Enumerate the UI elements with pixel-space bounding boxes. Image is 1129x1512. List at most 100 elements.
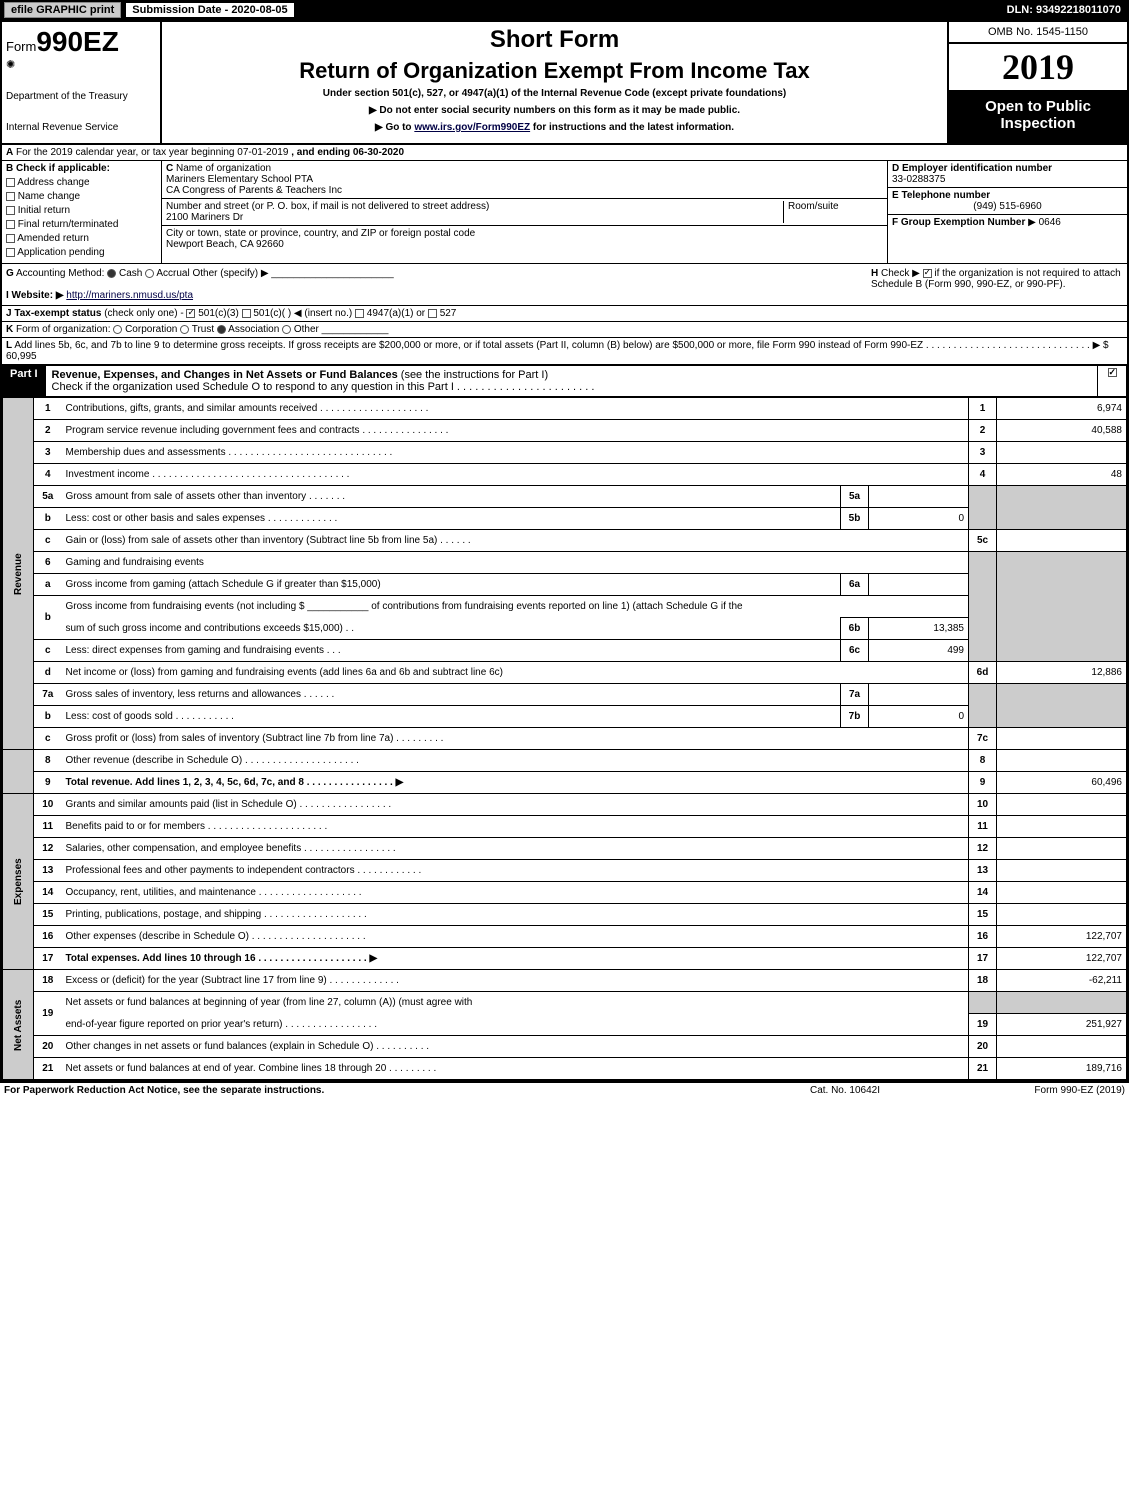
part-1-checkbox[interactable] (1097, 365, 1127, 397)
ln5a-sub: 5a (841, 486, 869, 508)
name-block: B Check if applicable: Address change Na… (2, 161, 1127, 264)
arrow-line-2: Go to www.irs.gov/Form990EZ for instruct… (170, 122, 939, 133)
ln4-num: 4 (34, 464, 62, 486)
radio-cash[interactable] (107, 269, 116, 278)
form-container: Form990EZ ✺ Department of the Treasury I… (0, 20, 1129, 1082)
ln12-val (997, 838, 1127, 860)
grey-7-val (997, 684, 1127, 728)
l-text: Add lines 5b, 6c, and 7b to line 9 to de… (6, 340, 1109, 362)
check-name[interactable]: Name change (6, 191, 157, 202)
ln19-val: 251,927 (997, 1014, 1127, 1036)
arrow-line-1: Do not enter social security numbers on … (170, 105, 939, 116)
ln5a-desc: Gross amount from sale of assets other t… (62, 486, 841, 508)
ln8-val (997, 750, 1127, 772)
ein-value: 33-0288375 (892, 174, 945, 185)
k-text: Form of organization: (16, 324, 111, 335)
check-address[interactable]: Address change (6, 177, 157, 188)
ln14-desc: Occupancy, rent, utilities, and maintena… (62, 882, 969, 904)
ln7b-sub: 7b (841, 706, 869, 728)
ln9-num: 9 (34, 772, 62, 794)
check-501c[interactable] (242, 309, 251, 318)
ln20-desc: Other changes in net assets or fund bala… (62, 1036, 969, 1058)
grey-5ab (969, 486, 997, 530)
efile-print-button[interactable]: efile GRAPHIC print (4, 2, 121, 18)
label-c: C (166, 163, 173, 174)
ln1-desc: Contributions, gifts, grants, and simila… (62, 398, 969, 420)
ln6c-subval: 499 (869, 640, 969, 662)
ln5c-desc: Gain or (loss) from sale of assets other… (62, 530, 969, 552)
corp-label: Corporation (125, 324, 177, 335)
ln6c-desc: Less: direct expenses from gaming and fu… (62, 640, 841, 662)
ln6c-num: c (34, 640, 62, 662)
form-number: Form990EZ (6, 26, 156, 58)
irs-link[interactable]: www.irs.gov/Form990EZ (414, 122, 530, 133)
ln10-col: 10 (969, 794, 997, 816)
label-i: I Website: ▶ (6, 290, 64, 301)
tax-year: 2019 (949, 44, 1127, 92)
trust-label: Trust (192, 324, 214, 335)
check-amended[interactable]: Amended return (6, 233, 157, 244)
radio-accrual[interactable] (145, 269, 154, 278)
check-501c3[interactable] (186, 309, 195, 318)
ln13-val (997, 860, 1127, 882)
side-expenses: Expenses (3, 794, 34, 970)
ln6b-num: b (34, 596, 62, 640)
radio-trust[interactable] (180, 325, 189, 334)
label-h: H (871, 268, 878, 279)
check-final[interactable]: Final return/terminated (6, 219, 157, 230)
ln9-desc: Total revenue. Add lines 1, 2, 3, 4, 5c,… (62, 772, 969, 794)
ln15-num: 15 (34, 904, 62, 926)
ln16-val: 122,707 (997, 926, 1127, 948)
ln18-desc: Excess or (deficit) for the year (Subtra… (62, 970, 969, 992)
ln6d-val: 12,886 (997, 662, 1127, 684)
cash-label: Cash (119, 268, 142, 279)
ln8-col: 8 (969, 750, 997, 772)
org-name-2: CA Congress of Parents & Teachers Inc (166, 185, 342, 196)
return-title: Return of Organization Exempt From Incom… (170, 58, 939, 84)
ln10-num: 10 (34, 794, 62, 816)
row-a-ending: , and ending 06-30-2020 (291, 147, 404, 158)
check-initial[interactable]: Initial return (6, 205, 157, 216)
ln20-col: 20 (969, 1036, 997, 1058)
c-text: Name of organization (176, 163, 271, 174)
ln7c-col: 7c (969, 728, 997, 750)
ln15-desc: Printing, publications, postage, and shi… (62, 904, 969, 926)
org-name-1: Mariners Elementary School PTA (166, 174, 313, 185)
submission-date: Submission Date - 2020-08-05 (125, 2, 294, 18)
ln17-num: 17 (34, 948, 62, 970)
lines-table: Revenue 1 Contributions, gifts, grants, … (2, 397, 1127, 1080)
ln6a-sub: 6a (841, 574, 869, 596)
radio-other[interactable] (282, 325, 291, 334)
check-4947[interactable] (355, 309, 364, 318)
check-527[interactable] (428, 309, 437, 318)
ln9-col: 9 (969, 772, 997, 794)
website-link[interactable]: http://mariners.nmusd.us/pta (66, 290, 193, 301)
arrow2-suffix: for instructions and the latest informat… (530, 122, 734, 133)
radio-assoc[interactable] (217, 325, 226, 334)
ln1-col: 1 (969, 398, 997, 420)
ln5b-num: b (34, 508, 62, 530)
check-pending[interactable]: Application pending (6, 247, 157, 258)
part-1-title-rest: (see the instructions for Part I) (398, 369, 548, 381)
ln3-col: 3 (969, 442, 997, 464)
ln7a-num: 7a (34, 684, 62, 706)
radio-corp[interactable] (113, 325, 122, 334)
ln13-col: 13 (969, 860, 997, 882)
ln6b-desc1: Gross income from fundraising events (no… (62, 596, 969, 618)
check-h[interactable] (923, 269, 932, 278)
opt-527: 527 (440, 308, 457, 319)
grey-19-val (997, 992, 1127, 1014)
ln4-desc: Investment income . . . . . . . . . . . … (62, 464, 969, 486)
ln6d-num: d (34, 662, 62, 684)
ln9-val: 60,496 (997, 772, 1127, 794)
arrow2-prefix: Go to (385, 122, 414, 133)
header-left: Form990EZ ✺ Department of the Treasury I… (2, 22, 162, 143)
j-line: J Tax-exempt status (check only one) - 5… (2, 306, 1127, 322)
ln6a-subval (869, 574, 969, 596)
city-label: City or town, state or province, country… (166, 228, 475, 239)
ln7c-desc: Gross profit or (loss) from sales of inv… (62, 728, 969, 750)
name-mid: C Name of organization Mariners Elementa… (162, 161, 887, 263)
ln3-desc: Membership dues and assessments . . . . … (62, 442, 969, 464)
footer-left: For Paperwork Reduction Act Notice, see … (4, 1085, 745, 1096)
opt-501c3: 501(c)(3) (198, 308, 239, 319)
